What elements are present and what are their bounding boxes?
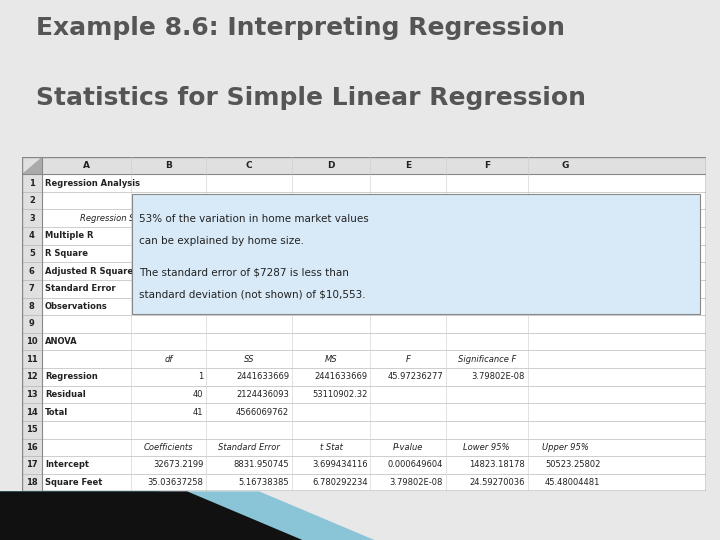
Text: A: A (83, 161, 90, 170)
Text: 40: 40 (193, 390, 204, 399)
Text: R Square: R Square (45, 249, 88, 258)
Text: 8831.950745: 8831.950745 (233, 461, 289, 469)
Text: 6: 6 (29, 267, 35, 275)
Text: Regression Analysis: Regression Analysis (45, 179, 140, 187)
Text: C: C (246, 161, 252, 170)
Text: 16: 16 (26, 443, 37, 452)
Text: 2441633669: 2441633669 (315, 373, 368, 381)
Text: 9: 9 (29, 320, 35, 328)
Text: 35.03637258: 35.03637258 (148, 478, 204, 487)
Text: Statistics for Simple Linear Regression: Statistics for Simple Linear Regression (36, 86, 586, 110)
Text: 3: 3 (29, 214, 35, 223)
Text: t Stat: t Stat (320, 443, 343, 452)
Text: Example 8.6: Interpreting Regression: Example 8.6: Interpreting Regression (36, 16, 565, 40)
Text: 2: 2 (29, 196, 35, 205)
Text: Upper 95%: Upper 95% (542, 443, 589, 452)
Text: The standard error of $7287 is less than: The standard error of $7287 is less than (139, 267, 349, 277)
Text: 1: 1 (198, 373, 204, 381)
Text: Multiple R: Multiple R (45, 232, 94, 240)
Text: 0.731255223: 0.731255223 (148, 232, 204, 240)
Text: 45.97236277: 45.97236277 (387, 373, 443, 381)
Text: 3.79802E-08: 3.79802E-08 (390, 478, 443, 487)
Text: 24.59270036: 24.59270036 (469, 478, 525, 487)
Text: 7287.722712: 7287.722712 (148, 284, 204, 293)
Text: Residual: Residual (45, 390, 86, 399)
Text: 0.523102557: 0.523102557 (148, 267, 204, 275)
Text: 32673.2199: 32673.2199 (153, 461, 204, 469)
Text: 5: 5 (29, 249, 35, 258)
Text: Regression: Regression (45, 373, 98, 381)
Text: P-value: P-value (393, 443, 423, 452)
Text: 53% of the variation in home market values: 53% of the variation in home market valu… (139, 214, 369, 224)
Polygon shape (22, 157, 42, 174)
Text: 14: 14 (26, 408, 37, 416)
Text: 4: 4 (29, 232, 35, 240)
Text: 13: 13 (26, 390, 37, 399)
Text: df: df (164, 355, 173, 364)
Text: Observations: Observations (45, 302, 107, 311)
Text: 50523.25802: 50523.25802 (545, 461, 600, 469)
FancyBboxPatch shape (22, 157, 42, 491)
Text: Coefficients: Coefficients (144, 443, 194, 452)
Text: 53110902.32: 53110902.32 (312, 390, 368, 399)
Text: 1: 1 (29, 179, 35, 187)
Text: 42: 42 (193, 302, 204, 311)
FancyBboxPatch shape (22, 157, 706, 174)
Text: 15: 15 (26, 425, 37, 434)
Text: 17: 17 (26, 461, 37, 469)
Polygon shape (0, 491, 374, 540)
Text: Total: Total (45, 408, 68, 416)
Text: Regression Statistics: Regression Statistics (81, 214, 168, 223)
Text: Significance F: Significance F (457, 355, 516, 364)
Text: D: D (328, 161, 335, 170)
Text: 18: 18 (26, 478, 37, 487)
Polygon shape (0, 491, 274, 540)
Text: 8: 8 (29, 302, 35, 311)
Text: 10: 10 (26, 337, 37, 346)
Text: Intercept: Intercept (45, 461, 89, 469)
Text: Square Feet: Square Feet (45, 478, 102, 487)
Text: ANOVA: ANOVA (45, 337, 78, 346)
Text: 11: 11 (26, 355, 37, 364)
Text: F: F (405, 355, 410, 364)
Text: 0.000649604: 0.000649604 (387, 461, 443, 469)
Text: 5.16738385: 5.16738385 (238, 478, 289, 487)
FancyBboxPatch shape (132, 193, 700, 314)
Text: standard deviation (not shown) of $10,553.: standard deviation (not shown) of $10,55… (139, 289, 366, 299)
Text: G: G (562, 161, 569, 170)
Text: 45.48004481: 45.48004481 (545, 478, 600, 487)
Text: 12: 12 (26, 373, 37, 381)
Text: 0.534734202: 0.534734202 (148, 249, 204, 258)
Text: can be explained by home size.: can be explained by home size. (139, 236, 305, 246)
Text: MS: MS (325, 355, 338, 364)
Text: Standard Error: Standard Error (45, 284, 115, 293)
Text: 2441633669: 2441633669 (236, 373, 289, 381)
FancyBboxPatch shape (22, 157, 706, 491)
Text: 6.780292234: 6.780292234 (312, 478, 368, 487)
Text: 14823.18178: 14823.18178 (469, 461, 525, 469)
Text: 3.79802E-08: 3.79802E-08 (472, 373, 525, 381)
Text: Standard Error: Standard Error (218, 443, 280, 452)
Text: 41: 41 (193, 408, 204, 416)
Text: 7: 7 (29, 284, 35, 293)
Text: 2124436093: 2124436093 (236, 390, 289, 399)
Text: E: E (405, 161, 411, 170)
Text: 3.699434116: 3.699434116 (312, 461, 368, 469)
Text: SS: SS (244, 355, 254, 364)
Text: 4566069762: 4566069762 (236, 408, 289, 416)
Polygon shape (0, 491, 302, 540)
Text: B: B (165, 161, 172, 170)
Text: Lower 95%: Lower 95% (464, 443, 510, 452)
Text: Adjusted R Square: Adjusted R Square (45, 267, 133, 275)
Text: F: F (484, 161, 490, 170)
